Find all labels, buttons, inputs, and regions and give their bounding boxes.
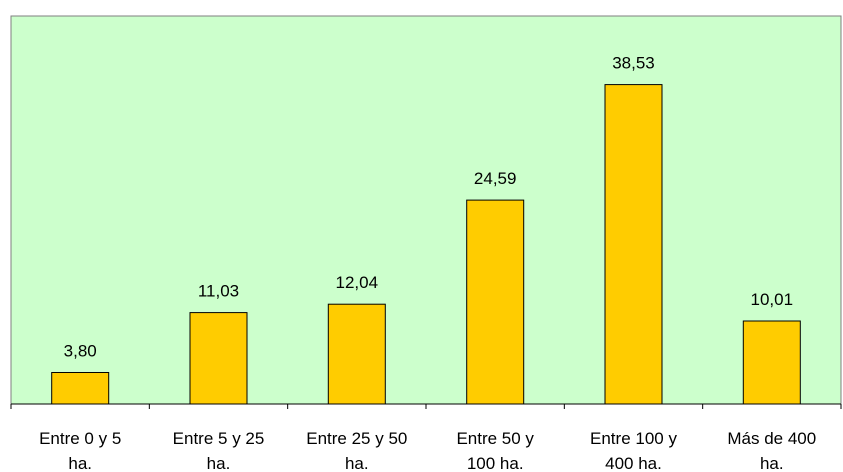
bar <box>327 303 386 405</box>
category-label: Entre 50 y 100 ha. <box>456 429 534 472</box>
category-label-line: Más de 400 <box>727 429 816 448</box>
category-label-line: Entre 100 y <box>590 429 677 448</box>
category-label-line: Entre 5 y 25 <box>173 429 265 448</box>
bar-value-label: 10,01 <box>751 290 794 309</box>
bar <box>742 320 801 405</box>
category-label-line: ha. <box>760 454 784 472</box>
category-label-line: ha. <box>68 454 92 472</box>
category-label: Entre 25 y 50 ha. <box>306 429 407 472</box>
bar <box>51 372 110 405</box>
category-label: Más de 400 ha. <box>727 429 816 472</box>
bar-value-label: 12,04 <box>336 273 379 292</box>
value-labels-group: 3,80 11,03 12,04 24,59 38,53 10,01 <box>64 54 793 361</box>
category-label-line: Entre 0 y 5 <box>39 429 121 448</box>
category-label-line: 400 ha. <box>605 454 662 472</box>
category-label: Entre 5 y 25 ha. <box>173 429 265 472</box>
category-label: Entre 0 y 5 ha. <box>39 429 121 472</box>
bars-group <box>51 84 801 405</box>
x-axis-ticks <box>10 404 842 409</box>
plot-area <box>10 15 842 405</box>
category-label-line: Entre 50 y <box>456 429 534 448</box>
category-label-line: Entre 25 y 50 <box>306 429 407 448</box>
bar <box>604 84 663 405</box>
category-label-line: 100 ha. <box>467 454 524 472</box>
category-label: Entre 100 y 400 ha. <box>590 429 677 472</box>
bar-value-label: 24,59 <box>474 169 517 188</box>
bar <box>189 312 248 405</box>
category-labels-group: Entre 0 y 5 ha.Entre 5 y 25 ha.Entre 25 y … <box>39 429 816 472</box>
category-label-line: ha. <box>207 454 231 472</box>
bar-value-label: 11,03 <box>198 282 239 301</box>
bar-value-label: 3,80 <box>64 342 97 361</box>
category-label-line: ha. <box>345 454 369 472</box>
bar-value-label: 38,53 <box>612 54 655 73</box>
bar <box>466 199 525 405</box>
